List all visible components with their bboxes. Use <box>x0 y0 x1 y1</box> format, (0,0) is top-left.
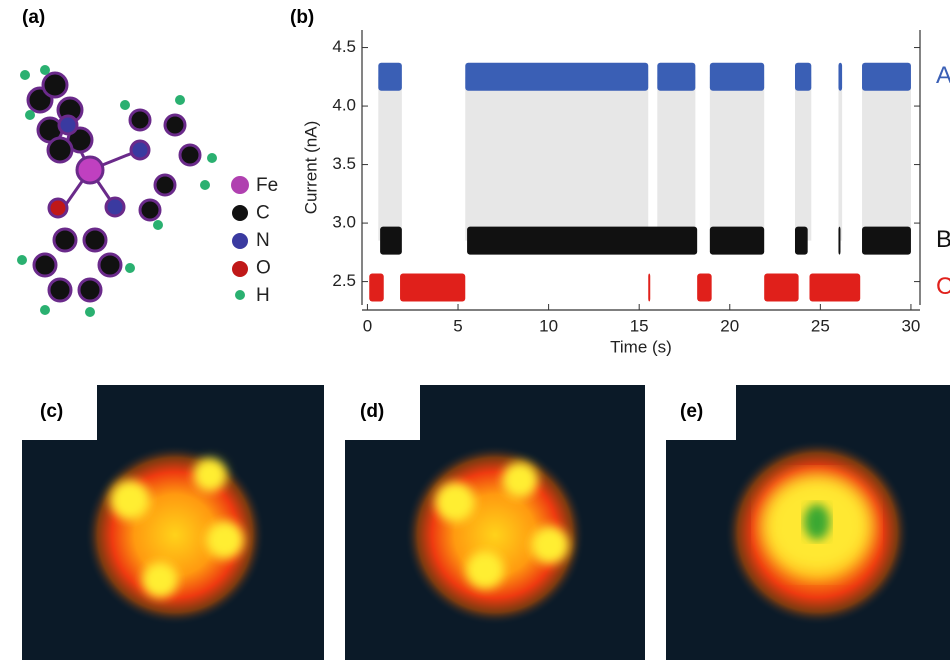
state-band <box>709 226 765 255</box>
state-band <box>838 226 841 255</box>
state-band <box>838 62 843 91</box>
state-band <box>465 62 649 91</box>
state-band <box>378 62 402 91</box>
chart: 2.5 3.0 3.5 4.0 4.5 0 5 10 15 20 25 30 Time (s) Curre… <box>301 30 950 356</box>
state-band <box>697 273 712 302</box>
x-tick-label: 25 <box>811 316 830 335</box>
legend-label: B <box>936 226 950 253</box>
state-band <box>380 226 402 255</box>
legend-label: C <box>936 273 950 300</box>
state-band <box>794 226 808 255</box>
state-band <box>862 62 911 91</box>
transition-band <box>465 76 649 241</box>
x-tick-label: 15 <box>630 316 649 335</box>
stm-image <box>666 385 950 660</box>
transition-band <box>709 76 765 241</box>
y-tick-label: 4.0 <box>332 96 356 115</box>
atom-label: H <box>256 285 270 306</box>
molecule <box>17 65 217 317</box>
panel-label: (b) <box>290 7 314 28</box>
x-tick-label: 20 <box>720 316 739 335</box>
y-axis-label: Current (nA) <box>301 121 320 215</box>
x-tick-label: 10 <box>539 316 558 335</box>
state-band <box>764 273 799 302</box>
x-axis-label: Time (s) <box>610 337 672 356</box>
panel-label: (a) <box>22 7 45 28</box>
state-band <box>809 273 861 302</box>
atom-label: O <box>256 258 271 279</box>
atom-label: C <box>256 203 270 224</box>
state-band <box>657 62 696 91</box>
stm-image <box>345 385 645 660</box>
state-band <box>862 226 911 255</box>
state-band <box>709 62 765 91</box>
y-tick-label: 3.0 <box>332 213 356 232</box>
atom-label: N <box>256 230 270 251</box>
transition-band <box>862 76 911 241</box>
x-tick-label: 0 <box>363 316 372 335</box>
y-tick-label: 3.5 <box>332 154 356 173</box>
state-band <box>400 273 466 302</box>
transition-band <box>657 76 696 241</box>
state-band <box>467 226 698 255</box>
panel-label: (d) <box>360 401 384 422</box>
y-tick-label: 4.5 <box>332 37 356 56</box>
transition-band <box>838 76 843 241</box>
state-band <box>648 273 651 302</box>
stm-image <box>22 385 324 660</box>
legend-label: A <box>936 62 950 89</box>
transition-band <box>794 76 812 241</box>
x-tick-label: 5 <box>453 316 462 335</box>
state-band <box>794 62 812 91</box>
y-tick-label: 2.5 <box>332 271 356 290</box>
atom-label: Fe <box>256 175 278 196</box>
panel-label: (e) <box>680 401 703 422</box>
panel-label: (c) <box>40 401 63 422</box>
state-band <box>369 273 384 302</box>
transition-band <box>378 76 402 241</box>
x-tick-label: 30 <box>901 316 920 335</box>
